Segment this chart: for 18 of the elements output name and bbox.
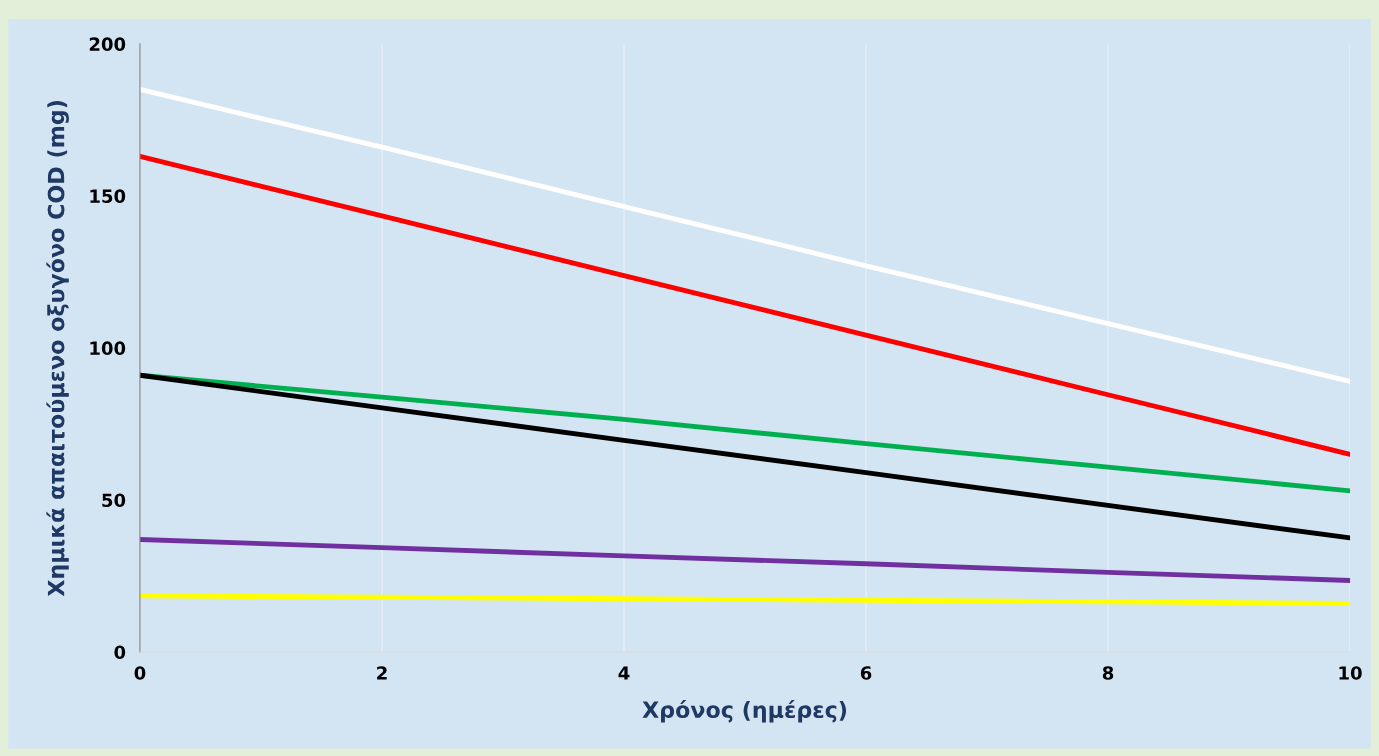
- line-series: [139, 153, 1351, 457]
- y-tick-label: 100: [90, 341, 126, 356]
- x-axis-title: Χρόνος (ημέρες): [642, 700, 847, 723]
- x-tick-label: 2: [377, 666, 387, 680]
- x-tick-label: 0: [134, 666, 146, 680]
- line-series: [139, 593, 1351, 606]
- y-tick-label: 0: [114, 645, 126, 660]
- y-axis-title: Χημικά απαιτούμενο οξυγόνο COD (mg): [46, 101, 69, 597]
- line-series: [139, 537, 1351, 583]
- x-tick-label: 10: [1339, 666, 1362, 680]
- line-series: [139, 372, 1351, 541]
- y-tick-label: 50: [102, 493, 126, 508]
- y-tick-label: 200: [89, 37, 126, 51]
- line-series: [139, 87, 1351, 384]
- y-tick-label: 150: [90, 189, 126, 203]
- x-tick-label: 4: [618, 666, 630, 680]
- x-tick-label: 6: [860, 666, 872, 680]
- x-tick-label: 8: [1102, 666, 1114, 680]
